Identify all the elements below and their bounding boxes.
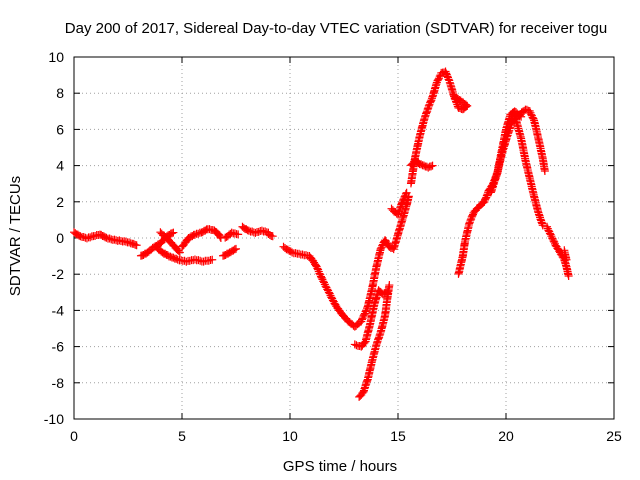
data-point: [550, 237, 559, 246]
y-tick-label: 8: [56, 85, 64, 101]
data-point: [358, 315, 366, 324]
data-point: [291, 249, 300, 258]
y-tick-label: -8: [52, 375, 65, 391]
data-point: [173, 255, 182, 264]
data-points: [70, 67, 573, 401]
data-point: [461, 100, 470, 109]
x-tick-label: 0: [70, 428, 78, 444]
data-point: [401, 189, 410, 198]
data-point: [168, 229, 177, 238]
x-axis-label: GPS time / hours: [283, 458, 397, 475]
x-tick-label: 10: [282, 428, 298, 444]
data-point: [132, 241, 141, 250]
data-point: [427, 96, 436, 105]
data-point: [564, 272, 573, 281]
data-point: [194, 256, 203, 265]
data-point: [298, 250, 307, 259]
data-point: [182, 257, 191, 266]
y-tick-label: -10: [44, 411, 64, 427]
data-point: [361, 307, 370, 316]
data-point: [295, 249, 304, 258]
data-point: [190, 255, 199, 264]
y-tick-label: -4: [52, 302, 65, 318]
chart-title: Day 200 of 2017, Sidereal Day-to-day VTE…: [65, 20, 607, 37]
data-point: [208, 255, 217, 264]
data-point: [562, 255, 571, 264]
data-point: [232, 244, 240, 253]
axis-ticks: 0 5 10 15 20 25 -10 -8 -6 -4 -2 0 2 4 6 8 10: [44, 49, 622, 444]
data-point: [543, 222, 552, 231]
y-tick-label: 6: [56, 121, 64, 137]
data-point: [177, 256, 186, 265]
y-tick-label: 0: [56, 230, 64, 246]
data-point: [317, 273, 326, 282]
data-point: [385, 281, 394, 290]
data-point: [331, 300, 340, 309]
data-point: [402, 188, 411, 197]
data-point: [175, 248, 184, 257]
y-tick-label: 2: [56, 194, 64, 210]
y-axis-label: SDTVAR / TECUs: [7, 176, 24, 296]
data-point: [525, 106, 534, 115]
data-point: [428, 161, 437, 170]
x-tick-label: 20: [498, 428, 514, 444]
data-point: [169, 228, 178, 237]
y-tick-label: 10: [48, 49, 64, 65]
data-point: [468, 210, 477, 219]
data-point: [538, 221, 547, 230]
data-point: [268, 232, 277, 241]
y-tick-label: 4: [56, 158, 64, 174]
data-point: [325, 289, 334, 298]
data-point: [540, 167, 549, 176]
data-point: [174, 246, 183, 255]
data-point: [427, 162, 436, 171]
data-point: [301, 251, 310, 260]
data-point: [204, 256, 213, 265]
data-point: [199, 257, 208, 266]
x-tick-label: 15: [390, 428, 406, 444]
x-tick-label: 25: [606, 428, 622, 444]
data-point: [314, 265, 323, 274]
data-point: [529, 114, 538, 123]
x-tick-label: 5: [178, 428, 186, 444]
y-tick-label: -2: [52, 266, 65, 282]
data-point: [360, 338, 369, 347]
data-point: [185, 256, 194, 265]
data-point: [309, 256, 318, 265]
data-point: [320, 278, 329, 287]
data-point: [546, 230, 555, 239]
y-tick-label: -6: [52, 339, 65, 355]
data-point: [360, 310, 369, 319]
data-point: [463, 101, 472, 110]
data-point: [444, 75, 453, 84]
data-point: [234, 230, 243, 239]
data-point: [288, 248, 297, 257]
